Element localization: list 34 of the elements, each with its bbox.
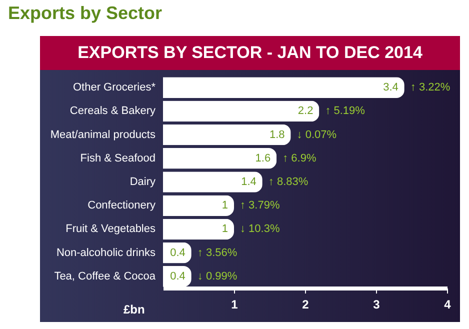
y-tick-label: Confectionery <box>88 200 156 212</box>
x-tick-label: 2 <box>302 298 310 312</box>
y-tick-label: Non-alcoholic drinks <box>56 246 156 259</box>
annotation: ↑ 3.22% <box>410 82 450 94</box>
annotation: ↑ 8.83% <box>268 176 308 188</box>
y-tick-label: Meat/animal products <box>50 128 156 141</box>
data-label: 1.4 <box>241 176 256 188</box>
y-tick-label: Tea, Coffee & Cocoa <box>54 270 156 282</box>
data-label: 1.6 <box>255 152 271 164</box>
annotation: ↓ 10.3% <box>240 223 280 236</box>
y-tick-label: Fruit & Vegetables <box>66 223 156 236</box>
chart-title: Exports by Sector <box>8 3 162 24</box>
data-label: 1.8 <box>270 128 285 141</box>
x-tick-label: 1 <box>231 298 238 312</box>
annotation: ↑ 5.19% <box>325 105 366 118</box>
y-tick-label: Dairy <box>130 176 156 188</box>
chart-subtitle: EXPORTS BY SECTOR - JAN TO DEC 2014 <box>40 36 460 70</box>
y-tick-label: Fish & Seafood <box>80 152 156 164</box>
data-label: 1 <box>222 200 228 212</box>
annotation: ↓ 0.07% <box>296 128 337 141</box>
annotation: ↑ 3.56% <box>197 246 238 259</box>
data-label: 2.2 <box>298 105 314 118</box>
annotation: ↑ 3.79% <box>240 200 280 212</box>
y-tick-label: Cereals & Bakery <box>70 105 156 118</box>
x-tick-label: 4 <box>444 298 452 312</box>
x-tick-label: 3 <box>373 298 380 312</box>
x-axis-title: £bn <box>124 302 145 316</box>
data-label: 1 <box>222 223 228 236</box>
annotation: ↑ 6.9% <box>282 152 316 164</box>
data-label: 0.4 <box>170 270 186 282</box>
y-tick-label: Other Groceries* <box>72 82 156 94</box>
annotation: ↓ 0.99% <box>197 270 238 282</box>
data-label: 0.4 <box>170 246 186 259</box>
data-label: 3.4 <box>383 82 398 94</box>
